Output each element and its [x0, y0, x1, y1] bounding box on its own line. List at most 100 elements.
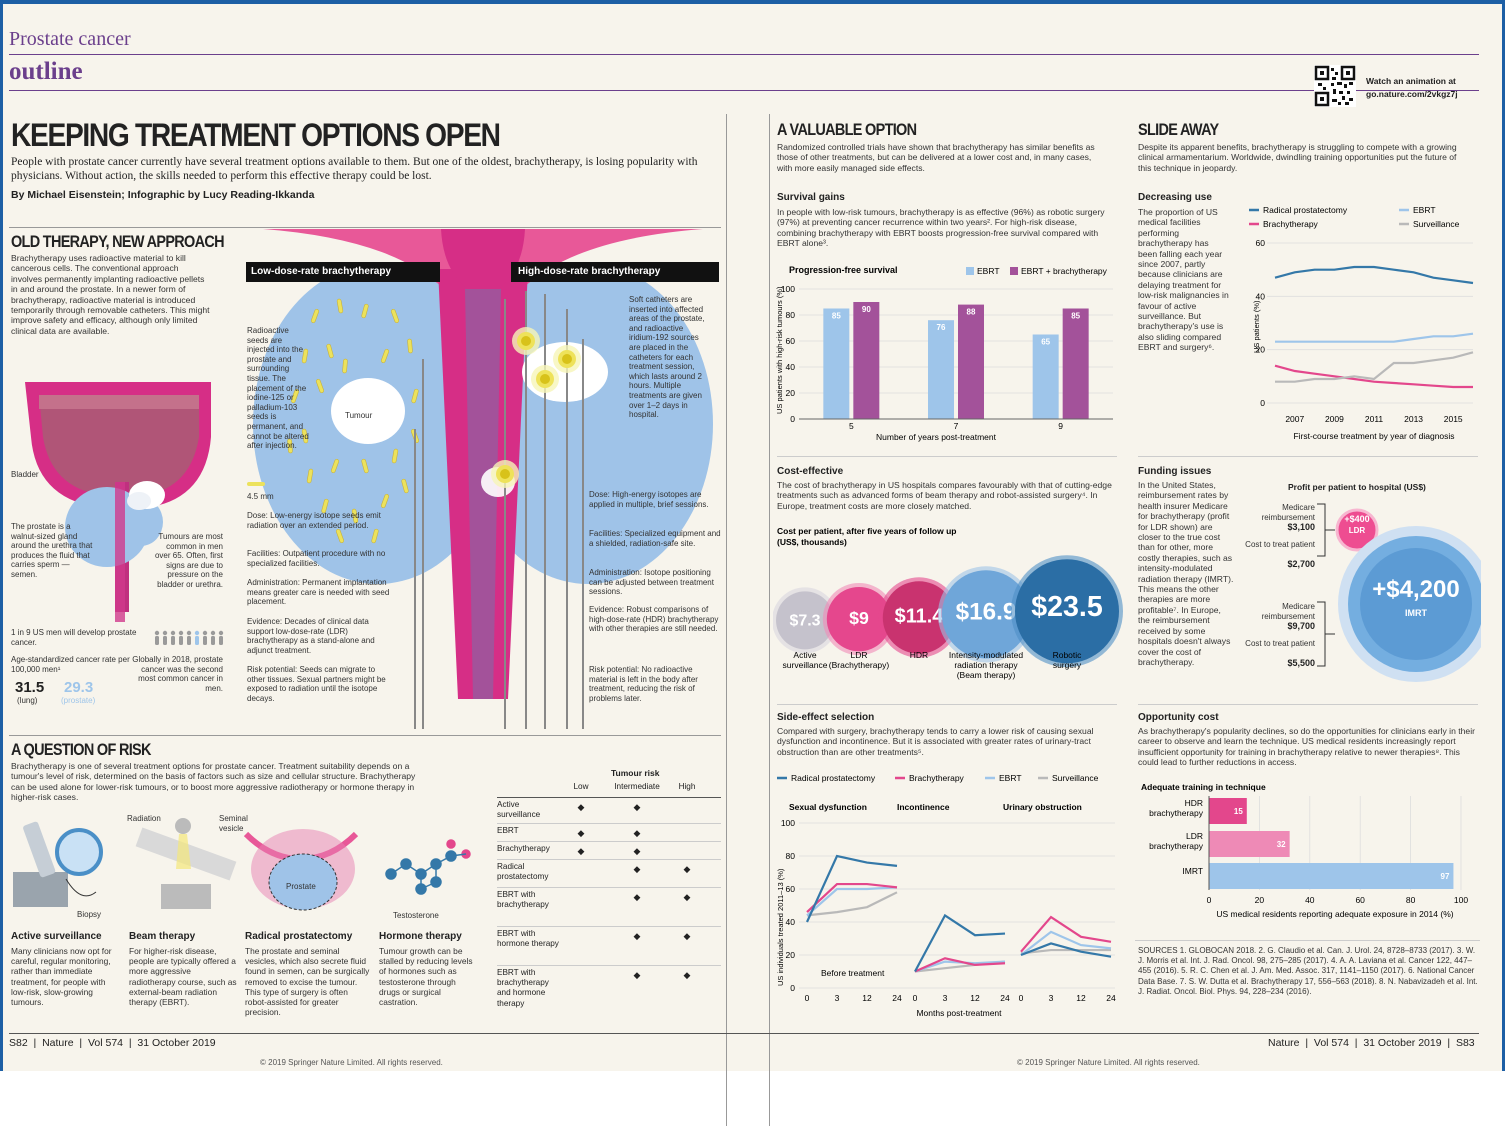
y-tick-label: 20 — [1256, 345, 1266, 355]
risk-diamond-icon: ◆ — [577, 802, 585, 812]
radioactive-seed-icon — [391, 448, 399, 464]
legend-label: Surveillance — [1413, 219, 1460, 229]
cost-category-label: Robotic — [1053, 650, 1083, 660]
table-row-rule — [497, 823, 721, 824]
seminal-vesicle-label: Seminal vesicle — [219, 814, 248, 833]
y-axis-label: US patients with high-risk tumours (%) — [775, 286, 784, 414]
x-axis-label: Months post-treatment — [916, 1008, 1002, 1018]
cost-category-label: surveillance — [783, 660, 828, 670]
legend-label: EBRT + brachytherapy — [1021, 266, 1108, 276]
survival-bar — [958, 304, 984, 419]
divider — [1138, 704, 1478, 705]
cost-text: The cost of brachytherapy in US hospital… — [777, 480, 1112, 511]
bar-value-label: 32 — [1277, 840, 1286, 849]
side-effect-line — [1020, 930, 1112, 956]
cost-category-label: (Beam therapy) — [957, 670, 1016, 680]
survival-bar — [928, 320, 954, 419]
radioactive-seed-icon — [336, 298, 344, 314]
x-tick-label: 7 — [954, 421, 959, 431]
x-tick-label: 24 — [1106, 993, 1116, 1003]
risk-row-label: EBRT — [497, 826, 519, 835]
person-icon — [179, 636, 183, 645]
legend-label: Brachytherapy — [1263, 219, 1319, 229]
x-tick-label: 0 — [1019, 993, 1024, 1003]
qr-caption-2[interactable]: go.nature.com/2vkgz7j — [1366, 89, 1458, 99]
radioactive-seed-icon — [361, 458, 369, 474]
brachytherapy-illustration — [243, 229, 723, 729]
qr-caption-1: Watch an animation at — [1366, 76, 1456, 86]
funding-heading: Funding issues — [1138, 466, 1212, 477]
x-tick-label: 2011 — [1365, 414, 1384, 424]
side-effect-chart: Radical prostatectomy Brachytherapy EBRT Su… — [773, 768, 1123, 1023]
radioactive-seed-icon — [335, 529, 345, 543]
divider — [777, 456, 1117, 457]
risk-diamond-icon: ◆ — [633, 931, 641, 941]
ldr-reimb-value: $3,100 — [1287, 522, 1315, 532]
iridium-source-icon — [521, 336, 531, 346]
qr-code-icon[interactable] — [1314, 65, 1356, 107]
prostate-rate-label: (prostate) — [61, 696, 96, 705]
divider — [1138, 456, 1478, 457]
x-tick-label: 24 — [1000, 993, 1010, 1003]
x-tick-label: 12 — [862, 993, 872, 1003]
risk-diamond-icon: ◆ — [633, 892, 641, 902]
byline: By Michael Eisenstein; Infographic by Lu… — [11, 189, 315, 201]
risk-row-label: EBRT with brachytherapy — [497, 890, 549, 910]
training-bar — [1209, 798, 1247, 824]
risk-diamond-icon: ◆ — [633, 970, 641, 980]
risk-diamond-icon: ◆ — [577, 828, 585, 838]
person-icon — [202, 630, 208, 636]
treatment-card-text: The prostate and seminal vesicles, which… — [245, 946, 370, 1018]
hdr-facilities: Facilities: Specialized equipment and a … — [589, 529, 721, 548]
treatment-card-title: Radical prostatectomy — [245, 931, 353, 942]
risk-diamond-icon: ◆ — [633, 846, 641, 856]
subsection-title: outline — [9, 58, 83, 85]
risk-diamond-icon: ◆ — [577, 846, 585, 856]
x-tick-label: 40 — [1305, 895, 1315, 905]
profit-title: Profit per patient to hospital (US$) — [1288, 482, 1426, 492]
decreasing-text: The proportion of US medical facilities … — [1138, 207, 1229, 353]
treatment-card-title: Hormone therapy — [379, 931, 462, 942]
person-icon — [186, 630, 192, 636]
risk-row-label: Brachytherapy — [497, 844, 550, 853]
cost-category-label: Active — [793, 650, 816, 660]
bar-value-label: 76 — [937, 323, 946, 332]
radioactive-seed-icon — [290, 389, 300, 403]
legend-swatch — [1010, 267, 1018, 275]
radiation-label: Radiation — [127, 814, 161, 823]
risk-row-label: Radical prostatectomy — [497, 862, 549, 882]
decreasing-heading: Decreasing use — [1138, 192, 1212, 203]
divider — [9, 735, 721, 736]
lung-rate-value: 31.5 — [15, 679, 45, 696]
person-icon — [210, 630, 216, 636]
category-label: brachytherapy — [1149, 808, 1204, 818]
old-therapy-text: Brachytherapy uses radioactive material … — [11, 253, 210, 336]
person-icon — [163, 636, 167, 645]
y-tick-label: 60 — [786, 884, 796, 894]
section-title: Prostate cancer — [9, 28, 131, 50]
global-rank-text: Globally in 2018, prostate cancer was th… — [132, 655, 223, 693]
side-effect-line — [1020, 948, 1111, 955]
y-tick-label: 0 — [790, 414, 795, 424]
chart-title: Adequate training in technique — [1141, 782, 1266, 792]
imrt-cost-value: $5,500 — [1287, 658, 1315, 668]
legend-label: Radical prostatectomy — [791, 773, 876, 783]
side-effect-line — [914, 957, 1006, 973]
x-tick-label: 2009 — [1325, 414, 1344, 424]
survival-text: In people with low-risk tumours, brachyt… — [777, 207, 1105, 249]
table-row-rule — [497, 887, 721, 888]
risk-text: Brachytherapy is one of several treatmen… — [11, 761, 416, 803]
bar-value-label: 15 — [1234, 807, 1243, 816]
side-effect-line — [806, 882, 898, 913]
decreasing-use-line — [1274, 364, 1473, 389]
panel-title: Sexual dysfunction — [789, 802, 867, 812]
table-header-rule — [497, 797, 721, 798]
x-axis-label: Number of years post-treatment — [876, 432, 997, 442]
radioactive-seed-icon — [330, 459, 340, 473]
person-icon — [219, 636, 223, 645]
imrt-profit-tag: IMRT — [1405, 608, 1427, 618]
hdr-catheters-text: Soft catheters are inserted into affecte… — [629, 295, 705, 420]
cost-bubble — [1015, 559, 1119, 664]
x-tick-label: 2015 — [1444, 414, 1463, 424]
